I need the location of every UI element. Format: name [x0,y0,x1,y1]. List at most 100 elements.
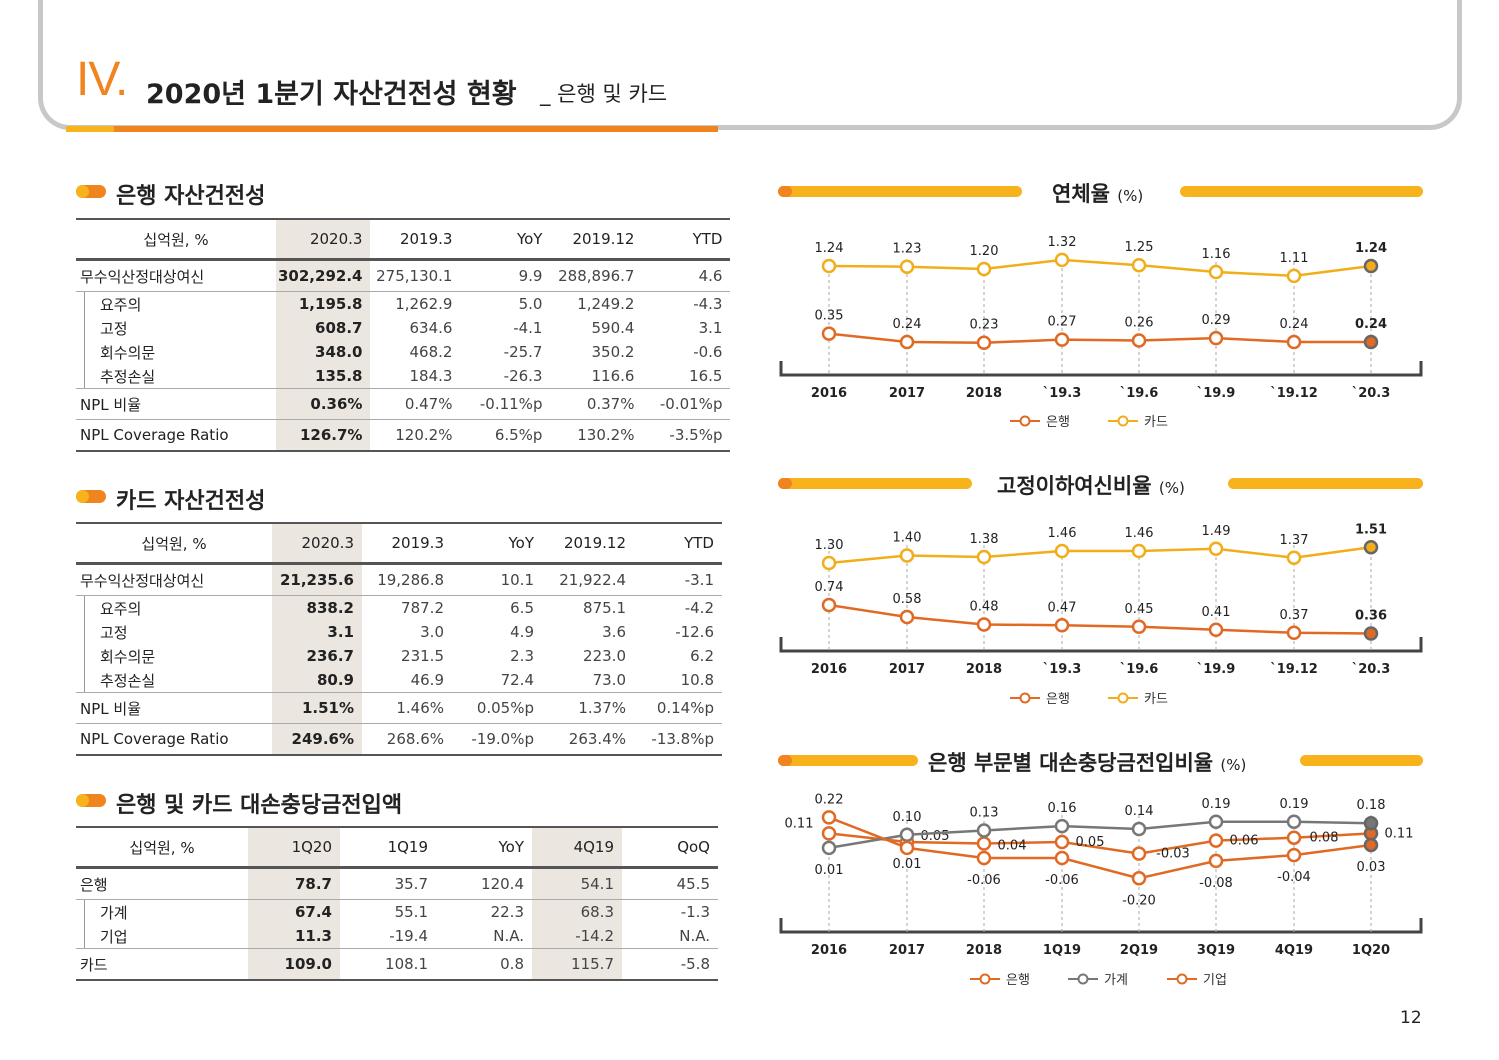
x-tick-label: `19.3 [1043,386,1082,401]
legend-label: 은행 [1046,414,1070,430]
data-point [821,258,837,274]
table-cell: NPL 비율 [76,692,272,724]
data-point [976,617,992,632]
data-label: 0.22 [815,792,844,807]
table-cell: 45.5 [622,867,718,900]
data-point [1286,847,1302,863]
data-label: 0.41 [1202,605,1231,620]
data-label: -0.20 [1122,893,1156,908]
table-cell: 가계 [76,899,248,924]
table-cell: -5.8 [622,948,718,981]
table-cell: 2019.12 [542,522,634,565]
table-row: 추정손실 80.9 46.9 72.4 73.0 10.8 [76,668,722,693]
data-point [899,834,915,850]
header-frame [38,0,1462,130]
data-label: -0.06 [967,873,1001,888]
data-point [1131,333,1147,348]
header-underline [66,126,718,132]
table-header-row: 십억원, % 1Q20 1Q19 YoY 4Q19 QoQ [76,826,718,869]
data-point [1363,826,1379,841]
table-cell: 2020.3 [276,218,371,261]
table-cell: -3.5%p [642,419,731,452]
data-point [1363,540,1379,555]
table-cell: 468.2 [409,343,453,361]
table-cell: 223.0 [583,647,626,665]
table-cell: 2.3 [510,647,534,665]
table-cell: 0.36% [276,388,371,420]
x-tick-label: 3Q19 [1197,943,1235,958]
data-label: 0.06 [1230,834,1259,849]
table-cell: 55.1 [394,903,428,921]
table-row: NPL 비율 1.51% 1.46% 0.05%p 1.37% 0.14%p [76,692,722,724]
data-label: 0.13 [970,805,999,820]
table-cell: 10.1 [452,563,542,596]
table-cell: 3.1 [272,620,362,644]
data-point [1208,622,1224,637]
data-point [1054,252,1070,268]
table-cell: -3.1 [634,563,722,596]
table-cell: 590.4 [591,319,635,337]
table-cell: 2019.3 [370,218,461,261]
data-label: 0.19 [1280,797,1309,812]
table-cell: NPL 비율 [76,388,276,420]
table-cell: 787.2 [401,599,444,617]
table-cell: 108.1 [340,948,436,981]
data-point [1286,814,1302,829]
table-cell: 268.6% [362,723,452,756]
provision-section-title: 은행 및 카드 대손충당금전입액 [116,793,403,818]
table-cell: 0.14%p [634,692,722,724]
data-label: 0.35 [815,309,844,324]
table-cell: 1,195.8 [276,291,371,316]
table-cell: 302,292.4 [276,259,371,292]
data-point [1286,334,1302,350]
data-point [821,555,837,571]
data-point [1054,618,1070,633]
data-label: 0.24 [893,317,922,332]
series-line-기업 [828,816,1372,880]
table-cell: 6.5%p [460,419,551,452]
table-cell: 1.51% [272,692,362,724]
table-cell: 9.9 [460,259,551,292]
table-cell: 184.3 [370,364,461,389]
table-cell: 3.1 [698,319,723,337]
data-label: 0.47 [1048,600,1077,615]
table-cell: 무수익산정대상여신 [76,563,272,596]
table-cell: 2020.3 [272,522,362,565]
table-row: NPL Coverage Ratio 126.7% 120.2% 6.5%p 130.2… [76,419,731,452]
table-cell: 263.4% [542,723,634,756]
data-point [1363,626,1379,641]
table-cell: 288,896.7 [550,259,643,292]
data-point [1131,846,1147,861]
table-header-row: 십억원, % 2020.3 2019.3 YoY 2019.12 YTD [76,218,731,261]
table-cell: 10.8 [634,668,722,693]
page-title: 2020년 1분기 자산건전성 현황 [146,79,517,110]
table-cell: -13.8%p [634,723,722,756]
table-cell: 6.2 [690,647,714,665]
provision-ratio-chart-title: 은행 부문별 대손충당금전입비율 (%) [928,751,1247,775]
data-label: 0.05 [1076,835,1105,850]
table-cell: N.A. [436,924,532,949]
data-point [1054,332,1070,347]
table-cell: 3.6 [602,623,626,641]
table-cell: 1.46% [362,692,452,724]
data-point [1054,543,1070,559]
data-label: 0.45 [1125,602,1154,617]
data-label: 1.40 [893,531,922,546]
data-label: 0.36 [1355,609,1387,624]
table-cell: 회수의문 [76,644,272,668]
data-label: 0.08 [1310,831,1339,846]
data-point [821,326,837,341]
data-point [821,826,837,841]
legend-marker [1077,973,1089,985]
table-cell: 67.4 [248,899,340,924]
legend-marker [1019,692,1031,704]
series-line-은행 [828,332,1371,344]
table-cell: 120.4 [436,867,532,900]
data-label: 0.23 [970,318,999,333]
table-row: 기업 11.3 -19.4 N.A. -14.2 N.A. [76,924,718,949]
table-cell: YTD [642,218,731,261]
bank-section-title: 은행 자산건전성 [116,184,266,209]
table-cell: 875.1 [583,599,626,617]
delinquency-chart-title: 연체율 (%) [1052,182,1144,206]
table-row: NPL Coverage Ratio 249.6% 268.6% -19.0%p 263… [76,723,722,756]
